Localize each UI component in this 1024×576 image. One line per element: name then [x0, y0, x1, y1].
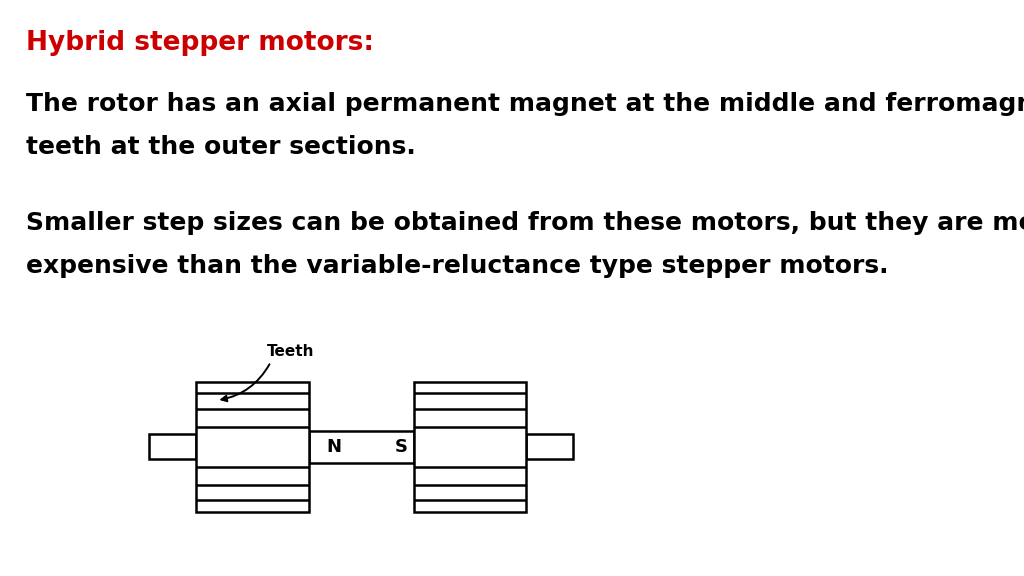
Bar: [308, 431, 414, 463]
Text: Smaller step sizes can be obtained from these motors, but they are more
expensiv: Smaller step sizes can be obtained from …: [26, 211, 1024, 278]
Text: N: N: [327, 438, 341, 456]
Text: S: S: [395, 438, 408, 456]
Bar: [526, 434, 573, 460]
Text: The rotor has an axial permanent magnet at the middle and ferromagnetic
teeth at: The rotor has an axial permanent magnet …: [26, 92, 1024, 159]
Bar: [150, 434, 197, 460]
Text: Teeth: Teeth: [267, 344, 314, 359]
Text: Hybrid stepper motors:: Hybrid stepper motors:: [26, 30, 374, 56]
Bar: [414, 382, 526, 512]
Bar: [197, 382, 308, 512]
